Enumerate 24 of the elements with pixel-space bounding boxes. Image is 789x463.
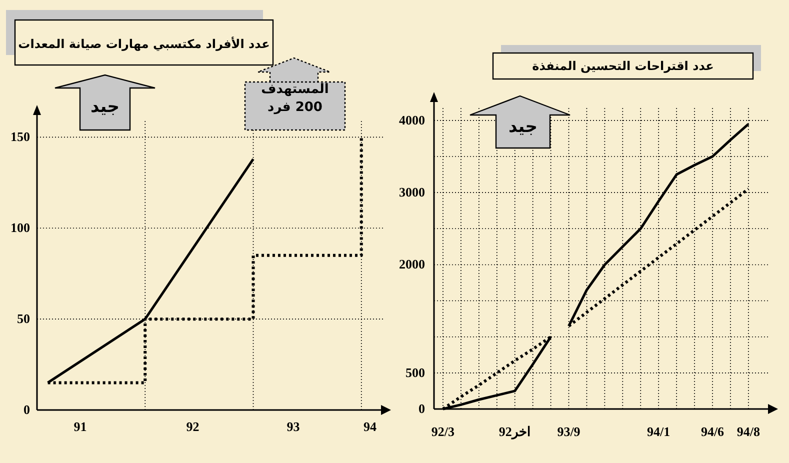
x-tick-label: 91 [74,419,87,434]
y-tick-label: 3000 [399,184,425,200]
x-tick-label: 92/3 [431,424,456,439]
x-tick-label: 93/9 [557,424,581,439]
x-tick-label: 94/6 [700,424,725,439]
chart-title: عدد الأفراد مكتسبي مهارات صيانة المعدات [18,36,270,51]
text: جيد [90,97,120,117]
y-tick-label: 100 [10,220,30,236]
y-tick-label: 2000 [399,256,425,272]
annotation: جيد [508,117,538,137]
x-tick-label: 92 [186,419,200,434]
x-tick-label: 94/1 [647,424,670,439]
text: المستهدف 200 فرد [261,82,329,115]
x-tick-label: 93 [286,419,300,434]
y-tick-label: 500 [406,364,425,380]
x-tick-label: 94/8 [736,424,760,439]
y-tick-label: 150 [10,129,30,144]
x-tick-label: 94 [364,419,378,434]
y-tick-label: 4000 [399,112,425,128]
y-tick-label: 50 [17,311,30,326]
x-tick-label: اخر92 [498,424,531,440]
chart-title: عدد اقتراحات التحسين المنفذة [532,59,714,73]
y-tick-label: 0 [418,401,425,416]
y-tick-label: 0 [24,402,30,417]
